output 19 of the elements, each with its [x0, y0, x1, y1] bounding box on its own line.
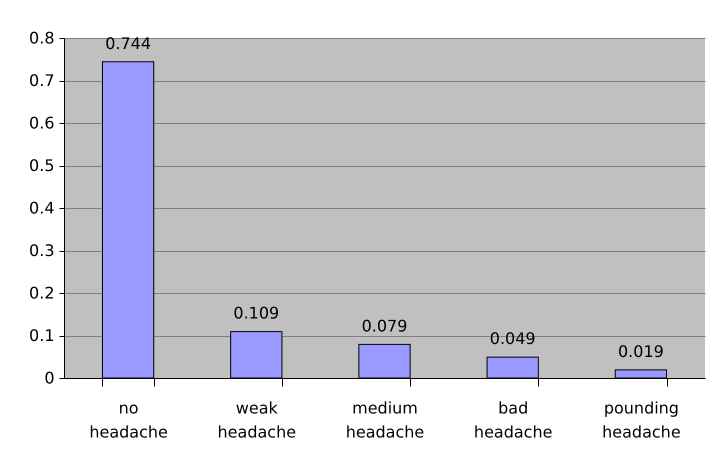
x-tick-label: bad headache	[474, 398, 552, 442]
x-tick-label: pounding headache	[602, 398, 681, 442]
x-tick-label: medium headache	[346, 398, 424, 442]
data-label: 0.109	[233, 304, 280, 323]
data-label: 0.019	[618, 342, 664, 361]
x-tick-label: weak headache	[218, 398, 296, 442]
y-tick-label: 0.1	[29, 326, 54, 345]
y-tick-label: 0.7	[29, 71, 54, 90]
y-tick-label: 0.2	[29, 284, 54, 302]
y-tick-label: 0.4	[29, 198, 54, 218]
y-tick-label: 0.5	[29, 156, 54, 175]
y-tick-label: 0.8	[29, 28, 54, 48]
x-tick-label: no headache	[89, 398, 168, 442]
y-tick-label: 0.3	[29, 241, 54, 260]
data-label: 0.079	[362, 316, 408, 336]
data-label: 0.744	[105, 34, 152, 53]
data-label: 0.049	[490, 329, 536, 348]
y-tick-label: 0.6	[29, 114, 54, 132]
y-tick-label: 0	[44, 368, 54, 388]
